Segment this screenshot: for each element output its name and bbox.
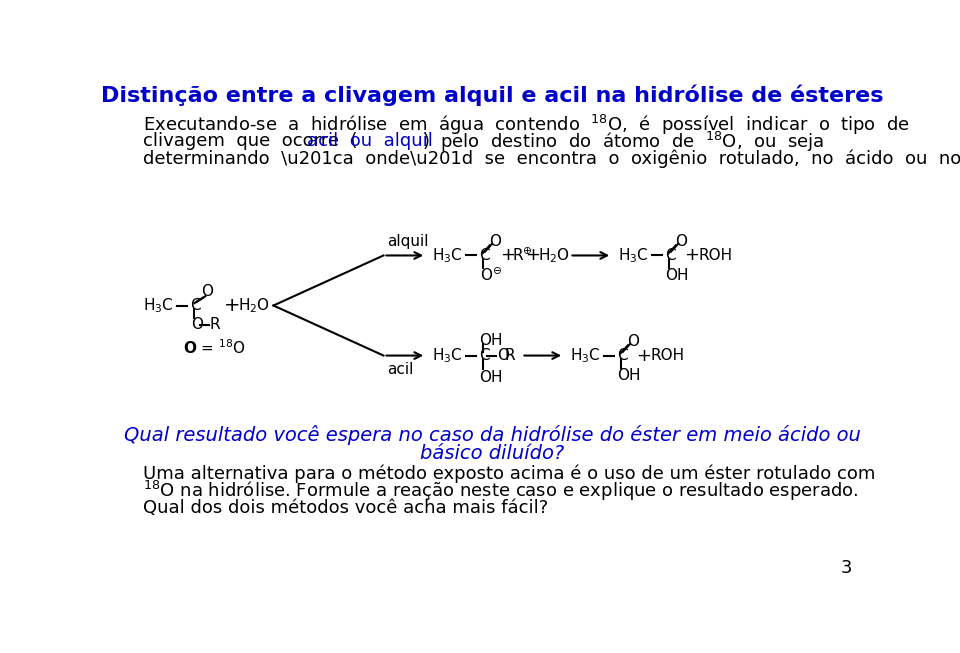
Text: C: C	[479, 248, 490, 263]
Text: +: +	[224, 296, 240, 315]
Text: clivagem  que  ocorre  (: clivagem que ocorre (	[143, 133, 358, 150]
Text: Uma alternativa para o método exposto acima é o uso de um éster rotulado com: Uma alternativa para o método exposto ac…	[143, 464, 876, 483]
Text: O: O	[496, 348, 509, 363]
Text: +: +	[500, 246, 515, 264]
Text: O: O	[627, 334, 638, 349]
Text: Executando-se  a  hidrólise  em  água  contendo  $^{18}$O,  é  possível  indicar: Executando-se a hidrólise em água conten…	[143, 112, 910, 136]
Text: R: R	[504, 348, 515, 363]
Text: O: O	[489, 234, 501, 249]
Text: Qual resultado você espera no caso da hidrólise do éster em meio ácido ou: Qual resultado você espera no caso da hi…	[124, 425, 860, 445]
Text: H$_3$C: H$_3$C	[570, 346, 601, 365]
Text: 3: 3	[841, 559, 852, 577]
Text: $\mathbf{O}$ = $^{18}$O: $\mathbf{O}$ = $^{18}$O	[182, 338, 246, 357]
Text: H$_3$C: H$_3$C	[432, 246, 463, 265]
Text: H$_2$O: H$_2$O	[238, 296, 270, 315]
Text: O: O	[675, 234, 687, 249]
Text: ROH: ROH	[698, 248, 732, 263]
Text: Distinção entre a clivagem alquil e acil na hidrólise de ésteres: Distinção entre a clivagem alquil e acil…	[101, 84, 883, 106]
Text: alquil: alquil	[388, 234, 429, 249]
Text: H$_3$C: H$_3$C	[143, 296, 174, 315]
Text: C: C	[190, 298, 202, 313]
Text: O: O	[191, 317, 204, 332]
Text: H$_2$O: H$_2$O	[538, 246, 569, 265]
Text: básico diluído?: básico diluído?	[420, 444, 564, 463]
Text: C: C	[616, 348, 628, 363]
Text: C: C	[665, 248, 676, 263]
Text: OH: OH	[617, 368, 641, 383]
Text: acil: acil	[388, 362, 414, 377]
Text: OH: OH	[480, 332, 503, 347]
Text: O$^{\ominus}$: O$^{\ominus}$	[480, 267, 502, 284]
Text: H$_3$C: H$_3$C	[432, 346, 463, 365]
Text: $^{18}$O na hidrólise. Formule a reação neste caso e explique o resultado espera: $^{18}$O na hidrólise. Formule a reação …	[143, 479, 859, 503]
Text: )  pelo  destino  do  átomo  de  $^{18}$O,  ou  seja: ) pelo destino do átomo de $^{18}$O, ou …	[422, 129, 825, 153]
Text: R: R	[210, 317, 221, 332]
Text: R$^{\oplus}$: R$^{\oplus}$	[512, 247, 533, 264]
Text: O: O	[202, 284, 213, 299]
Text: ROH: ROH	[650, 348, 684, 363]
Text: Qual dos dois métodos você acha mais fácil?: Qual dos dois métodos você acha mais fác…	[143, 499, 548, 517]
Text: OH: OH	[665, 268, 689, 283]
Text: acil  ou  alquil: acil ou alquil	[307, 133, 433, 150]
Text: determinando  \u201ca  onde\u201d  se  encontra  o  oxigênio  rotulado,  no  áci: determinando \u201ca onde\u201d se encon…	[143, 149, 960, 168]
Text: OH: OH	[480, 370, 503, 385]
Text: H$_3$C: H$_3$C	[618, 246, 649, 265]
Text: C: C	[479, 348, 490, 363]
Text: +: +	[636, 347, 651, 364]
Text: +: +	[525, 246, 540, 264]
Text: +: +	[684, 246, 699, 264]
